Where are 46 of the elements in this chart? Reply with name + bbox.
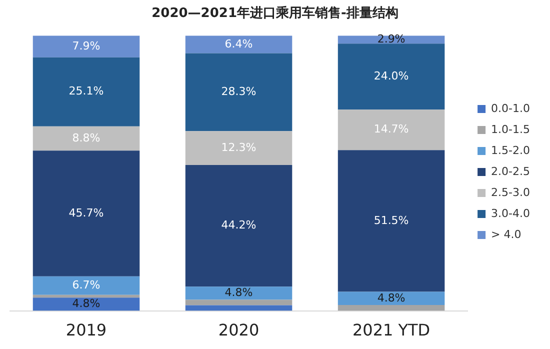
data-label: 14.7% xyxy=(374,122,409,136)
x-tick-label: 2019 xyxy=(66,320,107,340)
data-label: 2.9% xyxy=(377,32,406,46)
bar xyxy=(32,276,140,295)
data-label: 6.4% xyxy=(224,37,253,50)
data-label: 4.8% xyxy=(72,297,100,310)
bar xyxy=(185,164,292,287)
chart-title: 2020—2021年进口乘用车销售-排量结构 xyxy=(152,5,398,22)
legend-label: 3.0-4.0 xyxy=(491,206,530,220)
data-label: 28.3% xyxy=(221,85,256,98)
data-label: 8.8% xyxy=(72,131,100,144)
data-label: 45.7% xyxy=(68,206,104,220)
bar xyxy=(32,57,140,126)
bar xyxy=(32,294,140,298)
data-label: 44.2% xyxy=(221,218,256,232)
data-label: 6.7% xyxy=(72,278,100,292)
bar xyxy=(185,53,292,132)
x-tick-label: 2020 xyxy=(218,320,260,340)
bar xyxy=(185,131,292,165)
bar xyxy=(32,126,140,151)
bar xyxy=(185,286,292,300)
bar xyxy=(185,305,292,311)
bar xyxy=(32,298,140,311)
legend-label: 2.0-2.5 xyxy=(491,164,530,178)
bar xyxy=(338,292,445,306)
bar xyxy=(32,150,140,276)
bar xyxy=(185,300,292,306)
legend-label: 1.5-2.0 xyxy=(491,144,530,157)
bar xyxy=(338,150,445,292)
bar xyxy=(338,110,445,150)
data-label: 4.8% xyxy=(224,286,253,300)
data-label: 7.9% xyxy=(72,39,100,52)
data-label: 24.0% xyxy=(374,69,409,82)
legend-label: 1.0-1.5 xyxy=(491,122,530,136)
legend-label: > 4.0 xyxy=(491,228,522,241)
data-label: 25.1% xyxy=(68,84,104,98)
legend-label: 0.0-1.0 xyxy=(491,102,530,115)
bar xyxy=(338,305,445,311)
data-label: 12.3% xyxy=(221,140,256,154)
data-label: 51.5% xyxy=(374,214,409,227)
data-label: 4.8% xyxy=(377,291,406,304)
bar xyxy=(185,36,292,54)
bar xyxy=(32,36,140,58)
bar xyxy=(338,44,445,110)
legend-label: 2.5-3.0 xyxy=(491,186,530,199)
x-tick-label: 2021 YTD xyxy=(352,320,430,340)
